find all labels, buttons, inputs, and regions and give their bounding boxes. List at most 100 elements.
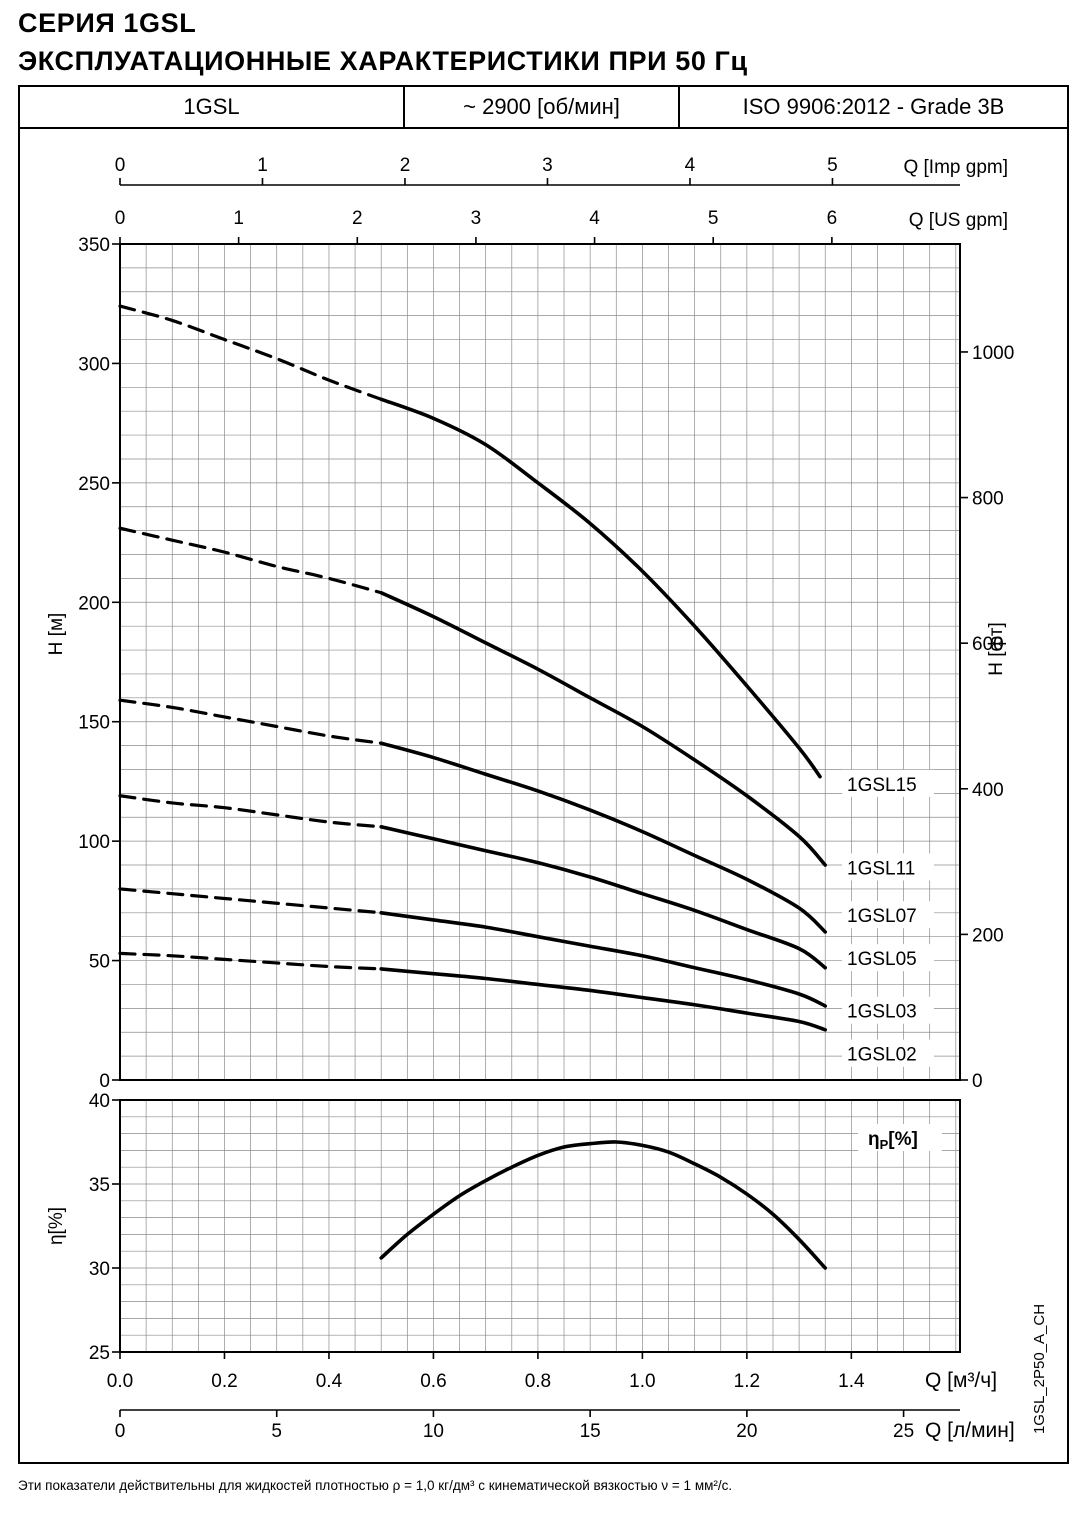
axis-tick-label: 35 xyxy=(89,1175,110,1196)
iso-standard-label: ISO 9906:2012 - Grade 3B xyxy=(742,94,1005,119)
axis-tick-label: 4 xyxy=(589,208,600,229)
axis-tick-label: 1 xyxy=(257,155,268,176)
axis-tick-label: 0.0 xyxy=(107,1371,133,1392)
pump-curves: 1GSL15 1GSL11 1GSL07 1GSL05 1GSL03 1GSL02 xyxy=(118,304,934,1067)
axis-tick-label: 20 xyxy=(736,1421,757,1442)
curve-1GSL07-solid xyxy=(379,741,828,934)
axis-tick-label: 600 xyxy=(972,634,1004,655)
axis-tick-label: 0 xyxy=(99,1071,110,1092)
curve-label-bg xyxy=(842,769,934,797)
curve-label-1GSL05: 1GSL05 xyxy=(847,949,917,970)
efficiency-curve: ηP[%] xyxy=(379,1124,942,1270)
chart-frame: 1GSL ~ 2900 [об/мин] ISO 9906:2012 - Gra… xyxy=(18,85,1069,1464)
axis-tick-label: 50 xyxy=(89,952,110,973)
curve-label-1GSL03: 1GSL03 xyxy=(847,1002,917,1023)
axis-tick-label: 100 xyxy=(78,832,110,853)
series-title: СЕРИЯ 1GSL xyxy=(18,8,197,38)
curve-label-bg xyxy=(842,944,934,972)
chart-header: 1GSL ~ 2900 [об/мин] ISO 9906:2012 - Gra… xyxy=(20,87,1067,129)
curve-label-bg xyxy=(842,901,934,929)
page-title-block: СЕРИЯ 1GSL ЭКСПЛУАТАЦИОННЫЕ ХАРАКТЕРИСТИ… xyxy=(18,4,748,80)
imp-gpm-axis-title: Q [Imp gpm] xyxy=(903,157,1008,178)
curve-efficiency xyxy=(379,1140,828,1270)
us-gpm-axis-title: Q [US gpm] xyxy=(909,210,1008,231)
axis-tick-label: 200 xyxy=(78,593,110,614)
axis-tick-label: 0 xyxy=(115,208,126,229)
curve-label-bg xyxy=(842,996,934,1024)
axis-tick-label: 0.2 xyxy=(211,1371,237,1392)
axis-tick-label: 1 xyxy=(233,208,244,229)
grid xyxy=(119,243,960,1353)
axis-tick-label: 800 xyxy=(972,489,1004,510)
axis-lmin: 0 5 10 15 20 25 Q [л/мин] xyxy=(115,1409,1015,1442)
efficiency-legend-bg xyxy=(858,1124,942,1151)
axis-tick-label: 25 xyxy=(89,1343,110,1364)
axis-tick-label: 0.6 xyxy=(420,1371,446,1392)
curve-1GSL05-solid xyxy=(379,825,828,970)
curve-label-bg xyxy=(842,853,934,881)
axis-tick-label: 200 xyxy=(972,925,1004,946)
axis-tick-label: 3 xyxy=(542,155,553,176)
axis-tick-label: 40 xyxy=(89,1091,110,1112)
axis-tick-label: 5 xyxy=(827,155,838,176)
axis-head-m: 0 50 100 150 200 250 300 350 H [м] xyxy=(46,235,120,1092)
axis-tick-label: 250 xyxy=(78,474,110,495)
axis-tick-label: 0 xyxy=(115,1421,126,1442)
axis-tick-label: 150 xyxy=(78,713,110,734)
curve-label-1GSL15: 1GSL15 xyxy=(847,775,917,796)
axis-tick-label: 350 xyxy=(78,235,110,256)
head-m-axis-title: H [м] xyxy=(46,613,67,656)
axis-tick-label: 1.0 xyxy=(629,1371,655,1392)
axis-tick-label: 1000 xyxy=(972,343,1014,364)
axis-tick-label: 2 xyxy=(400,155,411,176)
axis-tick-label: 0 xyxy=(972,1071,983,1092)
lmin-axis-title: Q [л/мин] xyxy=(925,1419,1015,1442)
plot-borders xyxy=(119,243,961,1353)
axis-imp-gpm: 0 1 2 3 4 5 Q [Imp gpm] xyxy=(115,155,1008,186)
axis-us-gpm: 0 1 2 3 4 5 6 Q [US gpm] xyxy=(115,208,1008,244)
axis-tick-label: 15 xyxy=(580,1421,601,1442)
axis-tick-label: 0.4 xyxy=(316,1371,343,1392)
curve-1GSL11-solid xyxy=(379,590,828,867)
curve-1GSL07-dashed xyxy=(118,698,383,745)
curve-1GSL15-solid xyxy=(379,397,822,779)
document-code: 1GSL_2P50_A_CH xyxy=(1031,1304,1048,1434)
pump-model-label: 1GSL xyxy=(20,87,405,127)
curve-label-1GSL11: 1GSL11 xyxy=(847,858,915,879)
footer-note: Эти показатели действительны для жидкост… xyxy=(18,1478,733,1493)
axis-tick-label: 0.8 xyxy=(525,1371,551,1392)
axis-tick-label: 10 xyxy=(423,1421,444,1442)
axis-tick-label: 1.4 xyxy=(838,1371,865,1392)
curve-1GSL02-dashed xyxy=(118,951,383,971)
axis-tick-label: 5 xyxy=(271,1421,282,1442)
axis-tick-label: 5 xyxy=(708,208,719,229)
efficiency-legend-label: ηP[%] xyxy=(868,1129,918,1152)
axis-tick-label: 1.2 xyxy=(734,1371,760,1392)
axis-head-ft: 0 200 400 600 800 1000 H [фт] xyxy=(960,343,1014,1092)
axis-tick-label: 400 xyxy=(972,780,1004,801)
axis-tick-label: 300 xyxy=(78,354,110,375)
axis-tick-label: 25 xyxy=(893,1421,914,1442)
page-subtitle: ЭКСПЛУАТАЦИОННЫЕ ХАРАКТЕРИСТИКИ ПРИ 50 Г… xyxy=(18,46,748,76)
curve-label-1GSL07: 1GSL07 xyxy=(847,906,917,927)
axis-tick-label: 4 xyxy=(685,155,696,176)
head-plot-border xyxy=(119,243,961,1081)
efficiency-plot-border xyxy=(119,1099,961,1353)
axis-tick-label: 30 xyxy=(89,1259,110,1280)
document-code-label: 1GSL_2P50_A_CH xyxy=(1031,1304,1048,1434)
axis-efficiency: 25 30 35 40 η[%] xyxy=(46,1091,120,1364)
axis-tick-label: 3 xyxy=(471,208,482,229)
curve-1GSL05-dashed xyxy=(118,794,383,829)
curve-1GSL11-dashed xyxy=(118,526,383,595)
axis-m3h: 0.0 0.2 0.4 0.6 0.8 1.0 1.2 1.4 Q [м³/ч] xyxy=(107,1352,997,1392)
axis-tick-label: 6 xyxy=(827,208,838,229)
axis-tick-label: 2 xyxy=(352,208,363,229)
curve-1GSL02-solid xyxy=(379,967,828,1032)
m3h-axis-title: Q [м³/ч] xyxy=(925,1369,997,1392)
rotation-speed-label: ~ 2900 [об/мин] xyxy=(405,87,680,127)
curve-1GSL15-dashed xyxy=(118,304,383,401)
head-ft-axis-title: H [фт] xyxy=(986,622,1007,675)
curve-label-1GSL02: 1GSL02 xyxy=(847,1045,917,1066)
